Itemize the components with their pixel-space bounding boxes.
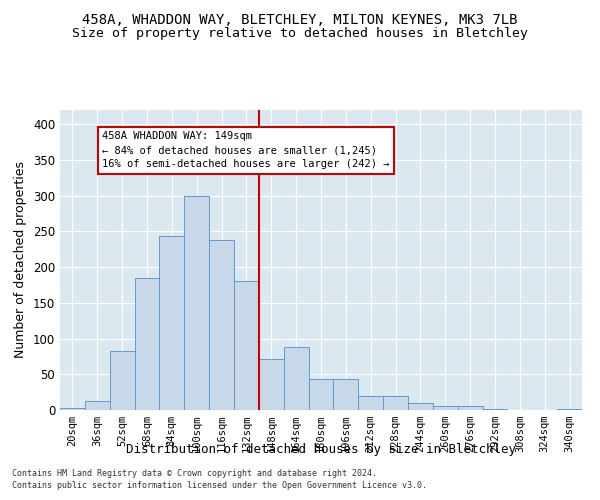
Bar: [408, 403, 433, 410]
Text: 458A, WHADDON WAY, BLETCHLEY, MILTON KEYNES, MK3 7LB: 458A, WHADDON WAY, BLETCHLEY, MILTON KEY…: [82, 12, 518, 26]
Bar: [433, 406, 458, 410]
Bar: [134, 278, 160, 410]
Text: Distribution of detached houses by size in Bletchley: Distribution of detached houses by size …: [126, 442, 516, 456]
Bar: [110, 350, 134, 410]
Bar: [358, 396, 383, 410]
Bar: [482, 408, 508, 410]
Y-axis label: Number of detached properties: Number of detached properties: [14, 162, 28, 358]
Text: 458A WHADDON WAY: 149sqm
← 84% of detached houses are smaller (1,245)
16% of sem: 458A WHADDON WAY: 149sqm ← 84% of detach…: [102, 132, 390, 170]
Bar: [284, 347, 308, 410]
Bar: [60, 408, 85, 410]
Bar: [184, 196, 209, 410]
Bar: [308, 380, 334, 410]
Bar: [234, 282, 259, 410]
Bar: [85, 402, 110, 410]
Text: Size of property relative to detached houses in Bletchley: Size of property relative to detached ho…: [72, 28, 528, 40]
Text: Contains public sector information licensed under the Open Government Licence v3: Contains public sector information licen…: [12, 481, 427, 490]
Bar: [209, 240, 234, 410]
Bar: [334, 380, 358, 410]
Bar: [383, 396, 408, 410]
Bar: [458, 406, 482, 410]
Bar: [259, 358, 284, 410]
Bar: [160, 236, 184, 410]
Text: Contains HM Land Registry data © Crown copyright and database right 2024.: Contains HM Land Registry data © Crown c…: [12, 468, 377, 477]
